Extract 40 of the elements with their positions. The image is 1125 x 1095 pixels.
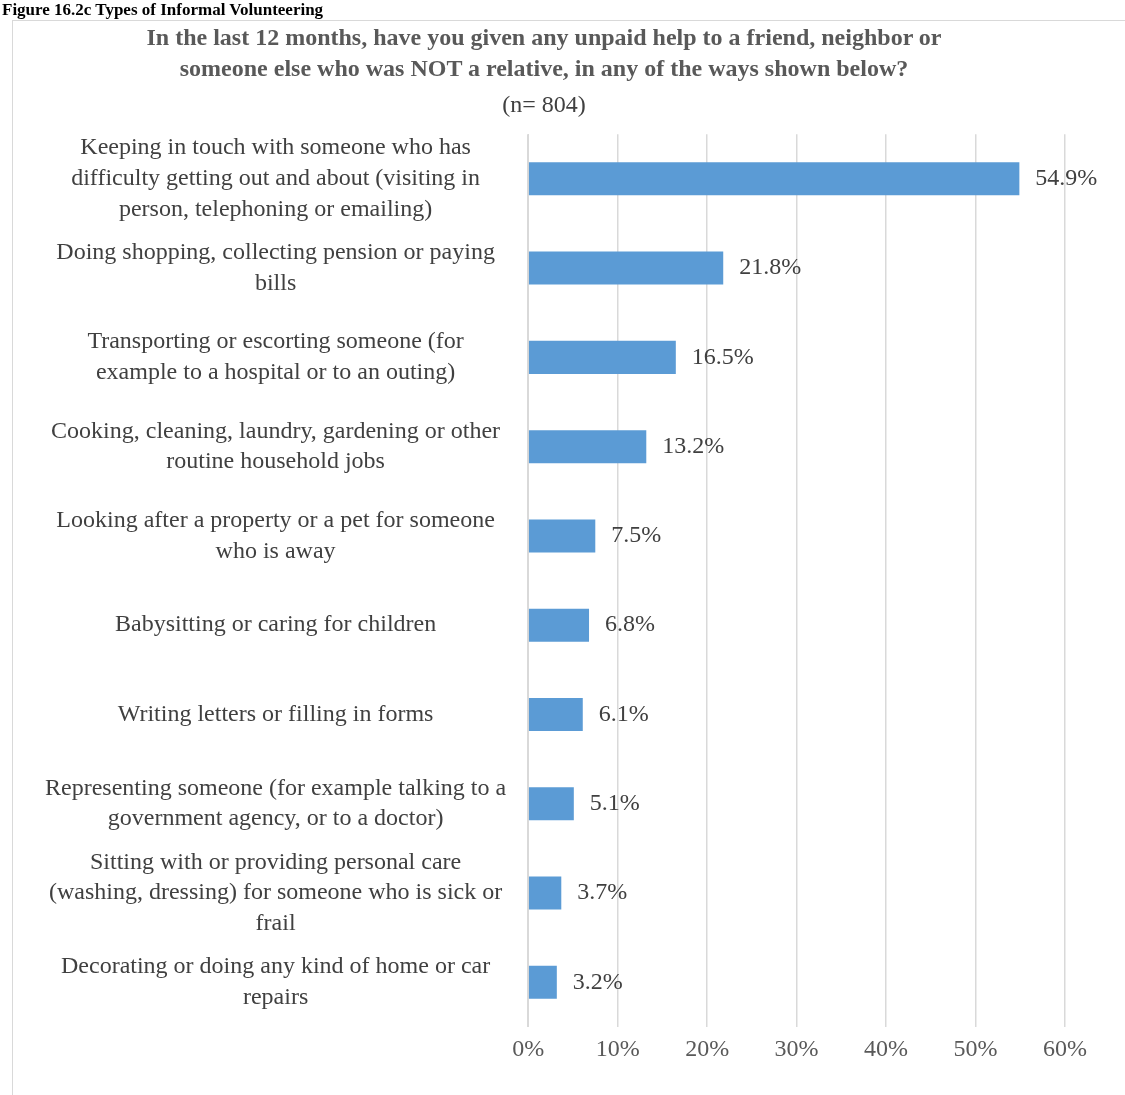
- data-label: 3.7%: [577, 878, 628, 905]
- y-tick-label: Cooking, cleaning, laundry, gardening or other routine household jobs: [51, 416, 501, 474]
- chart-title: In the last 12 months, have you given any unpaid help to a friend, neighbor or someone else who was NOT a relative, in any of the ways shown below?: [146, 23, 942, 81]
- bar: [528, 519, 596, 553]
- bar: [528, 876, 562, 910]
- bar: [528, 430, 647, 464]
- data-label: 5.1%: [589, 789, 640, 816]
- data-label: 6.8%: [605, 610, 656, 637]
- bar: [528, 697, 583, 731]
- x-tick-label: 60%: [1043, 1034, 1087, 1061]
- y-tick-label: Decorating or doing any kind of home or car repairs: [60, 952, 491, 1009]
- data-label: 7.5%: [611, 521, 662, 548]
- bar: [528, 340, 676, 374]
- caption: Figure 16.2c Types of Informal Volunteering: [2, 0, 324, 19]
- x-tick-label: 0%: [512, 1034, 545, 1061]
- y-tick-label: Keeping in touch with someone who has difficulty getting out and about (visiting in person, telephoning or emailing): [71, 133, 481, 221]
- data-label: 13.2%: [662, 431, 725, 458]
- bar: [528, 608, 590, 642]
- y-tick-label: Sitting with or providing personal care (washing, dressing) for someone who is sick or frail: [48, 847, 503, 936]
- data-label: 6.1%: [598, 699, 649, 726]
- bar: [528, 787, 574, 821]
- x-tick-label: 50%: [953, 1034, 998, 1061]
- data-label: 16.5%: [691, 342, 754, 369]
- y-tick-label: Babysitting or caring for children: [114, 610, 437, 637]
- data-label: 3.2%: [572, 967, 623, 994]
- x-tick-label: 40%: [864, 1034, 909, 1061]
- x-tick-label: 20%: [685, 1034, 730, 1061]
- y-tick-label: Writing letters or filling in forms: [117, 699, 434, 726]
- data-label: 21.8%: [739, 253, 802, 280]
- y-tick-label: Looking after a property or a pet for someone who is away: [56, 505, 495, 563]
- y-tick-label: Representing someone (for example talking to a government agency, or to a doctor): [44, 773, 507, 831]
- y-tick-label: Transporting or escorting someone (for example to a hospital or to an outing): [87, 327, 464, 385]
- x-tick-label: 30%: [774, 1034, 819, 1061]
- y-tick-label: Doing shopping, collecting pension or paying bills: [56, 238, 495, 295]
- data-label: 54.9%: [1035, 164, 1098, 191]
- bar: [528, 162, 1020, 196]
- bar: [528, 251, 724, 285]
- x-tick-label: 10%: [595, 1034, 640, 1061]
- chart-subtitle: (n= 804): [502, 91, 586, 118]
- bar: [528, 965, 557, 999]
